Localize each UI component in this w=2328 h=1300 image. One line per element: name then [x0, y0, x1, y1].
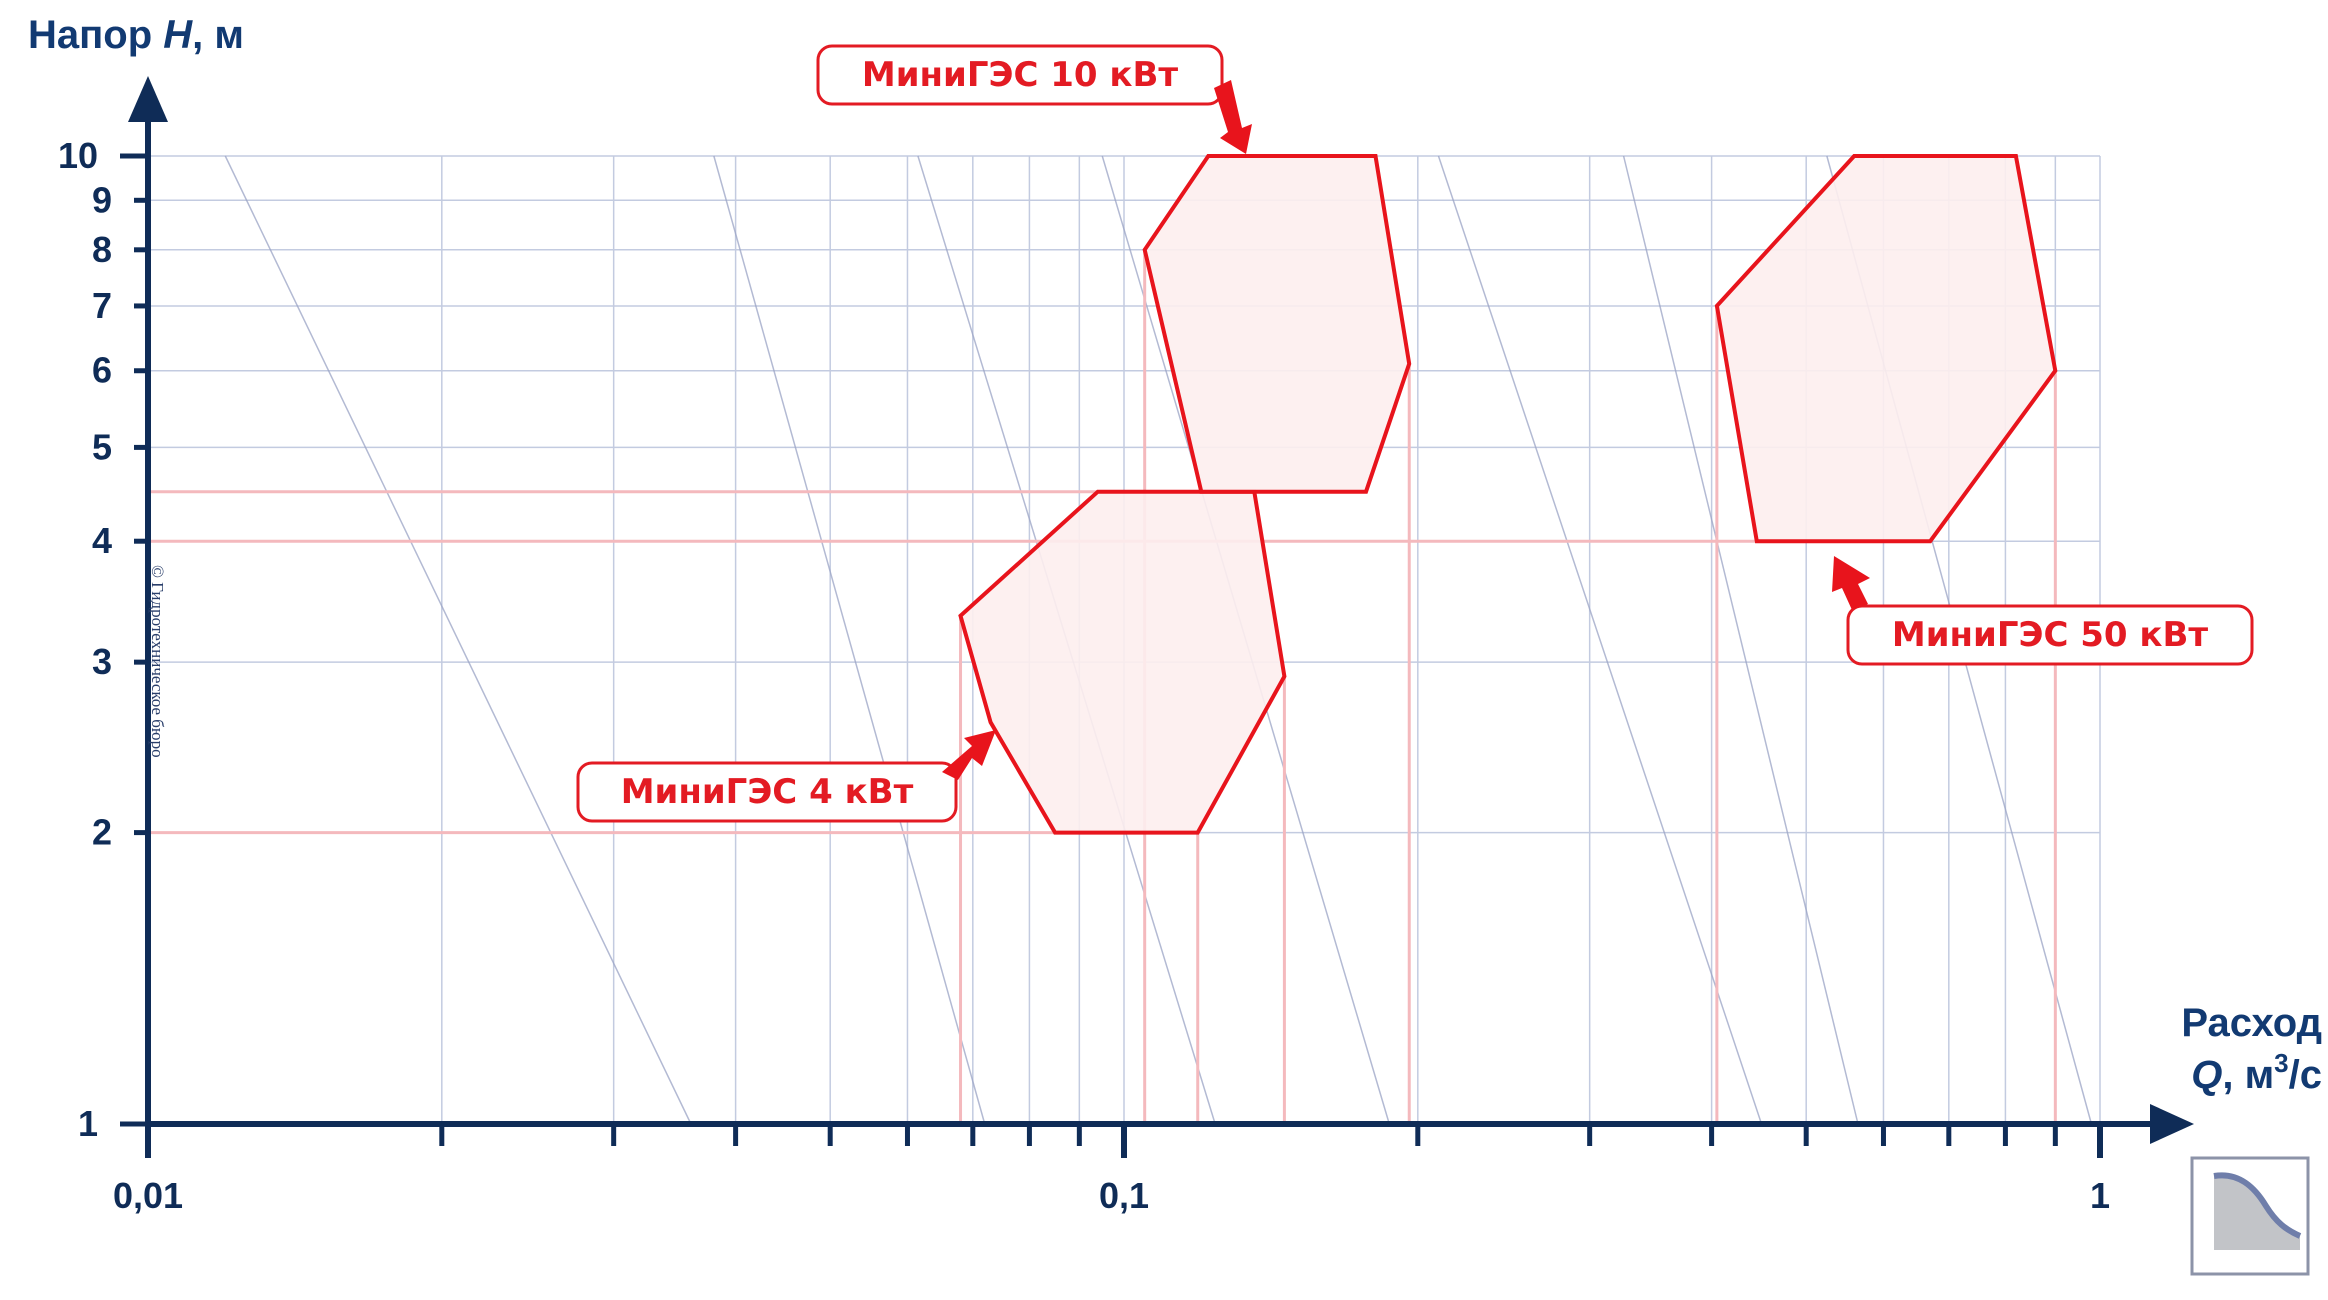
- callout-50kw: МиниГЭС 50 кВт: [1832, 556, 2254, 666]
- x-axis-arrow: [2150, 1104, 2194, 1144]
- callout-10kw-label: МиниГЭС 10 кВт: [862, 55, 1179, 95]
- x-tick-label: 0,01: [113, 1175, 183, 1216]
- x-axis-title-line2: Q, м3/с: [2191, 1048, 2322, 1097]
- x-axis-title-line1: Расход: [2181, 1001, 2322, 1045]
- y-tick-label: 5: [92, 426, 112, 467]
- callout-4kw-box: [576, 761, 958, 823]
- region-4kw: [958, 489, 1287, 835]
- y-tick-label: 2: [92, 812, 112, 853]
- y-tick-label: 1: [78, 1103, 98, 1144]
- y-tick-label: 4: [92, 520, 112, 561]
- flow-curve-icon: [2213, 1172, 2302, 1250]
- power-line: [1437, 155, 1763, 1125]
- callout-50kw-arrow: [1832, 556, 1870, 610]
- power-line: [713, 155, 986, 1125]
- watermark: © Гидротехническое бюро: [148, 565, 167, 758]
- y-tick-label: 3: [92, 641, 112, 682]
- callout-10kw-box: [816, 44, 1224, 106]
- logo: [2190, 1156, 2310, 1276]
- tick-labels: 0,01 0,1 1 1 2 3 4 5 6 7 8 910: [58, 135, 2110, 1216]
- x-tick-label: 1: [2090, 1175, 2110, 1216]
- callout-10kw: МиниГЭС 10 кВт: [816, 44, 1252, 154]
- y-tick-label: 10: [58, 135, 98, 176]
- callout-10kw-arrow: [1214, 80, 1252, 154]
- callout-50kw-box: [1846, 604, 2254, 666]
- callout-4kw-label: МиниГЭС 4 кВт: [621, 772, 914, 812]
- y-tick-label: 8: [92, 229, 112, 270]
- y-tick-label: 6: [92, 350, 112, 391]
- y-tick-label: 9: [92, 179, 112, 220]
- power-line: [224, 155, 692, 1125]
- y-axis-arrow: [128, 76, 168, 122]
- region-50kw: [1714, 154, 2058, 544]
- callout-4kw: МиниГЭС 4 кВт: [576, 730, 996, 823]
- axes: [120, 76, 2194, 1158]
- y-tick-label: 7: [92, 285, 112, 326]
- callout-50kw-label: МиниГЭС 50 кВт: [1892, 615, 2209, 655]
- regions: [958, 154, 2058, 835]
- y-axis-title: Напор H, м: [28, 13, 244, 57]
- callout-4kw-arrow: [942, 730, 996, 780]
- region-10kw: [1142, 154, 1412, 494]
- x-tick-label: 0,1: [1099, 1175, 1149, 1216]
- power-line: [1622, 155, 1859, 1125]
